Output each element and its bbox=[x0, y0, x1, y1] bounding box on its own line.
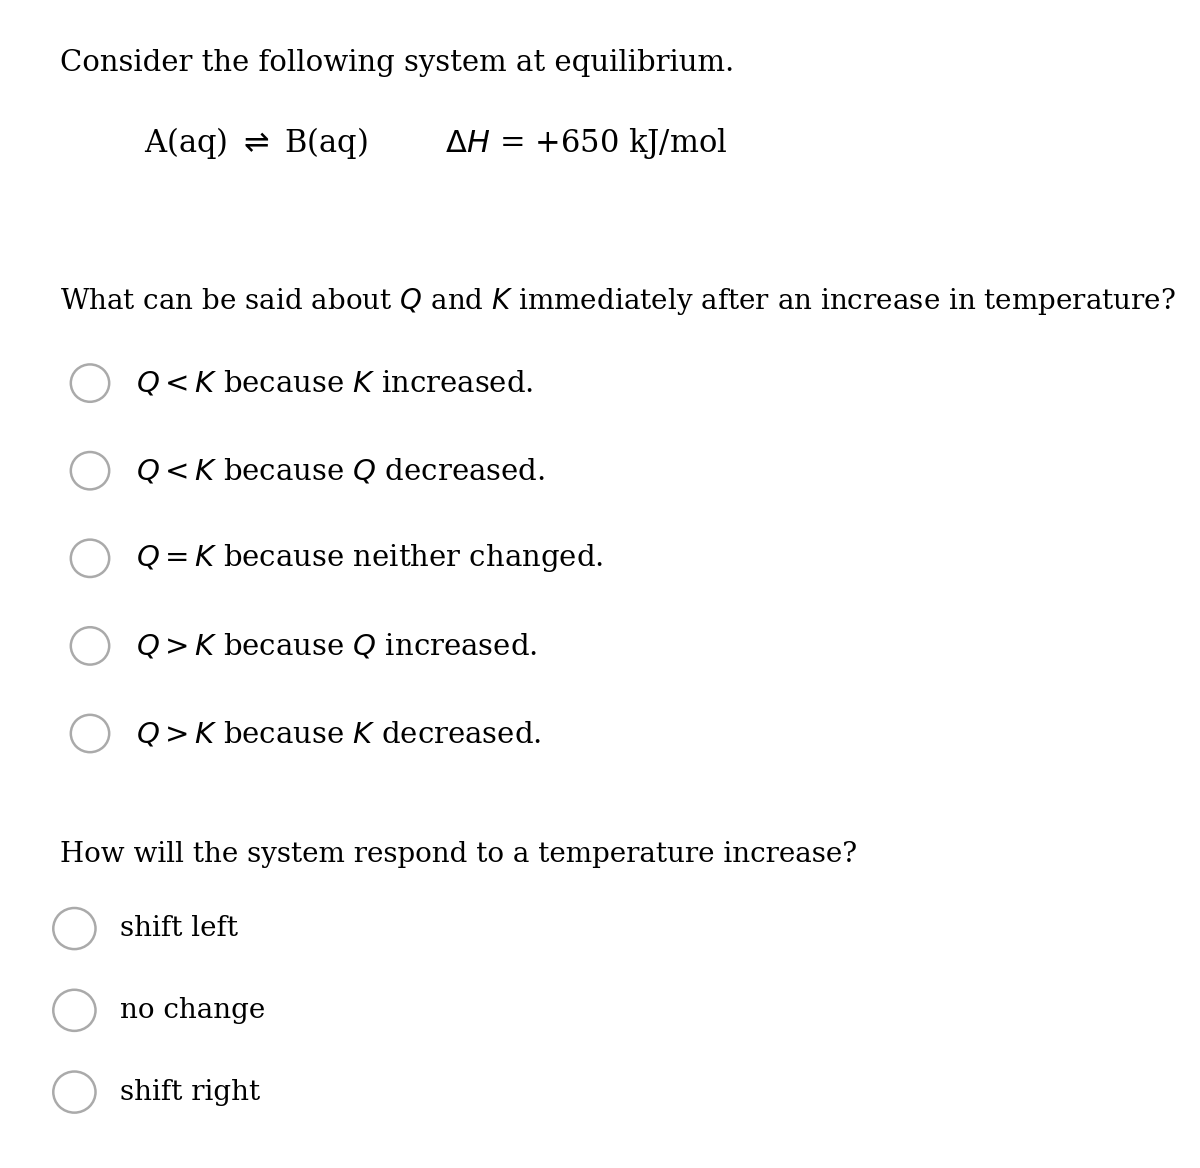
Text: Consider the following system at equilibrium.: Consider the following system at equilib… bbox=[60, 49, 734, 77]
Text: shift left: shift left bbox=[120, 915, 238, 943]
Text: $Q < K$ because $Q$ decreased.: $Q < K$ because $Q$ decreased. bbox=[136, 457, 545, 485]
Text: shift right: shift right bbox=[120, 1078, 260, 1106]
Text: What can be said about $Q$ and $K$ immediately after an increase in temperature?: What can be said about $Q$ and $K$ immed… bbox=[60, 286, 1176, 318]
Text: no change: no change bbox=[120, 996, 265, 1024]
Text: How will the system respond to a temperature increase?: How will the system respond to a tempera… bbox=[60, 841, 857, 868]
Text: A(aq) $\rightleftharpoons$ B(aq)        $\Delta H$ = +650 kJ/mol: A(aq) $\rightleftharpoons$ B(aq) $\Delta… bbox=[144, 125, 727, 161]
Text: $Q < K$ because $K$ increased.: $Q < K$ because $K$ increased. bbox=[136, 369, 533, 397]
Text: $Q > K$ because $K$ decreased.: $Q > K$ because $K$ decreased. bbox=[136, 719, 541, 748]
Text: $Q = K$ because neither changed.: $Q = K$ because neither changed. bbox=[136, 542, 602, 575]
Text: $Q > K$ because $Q$ increased.: $Q > K$ because $Q$ increased. bbox=[136, 632, 536, 660]
